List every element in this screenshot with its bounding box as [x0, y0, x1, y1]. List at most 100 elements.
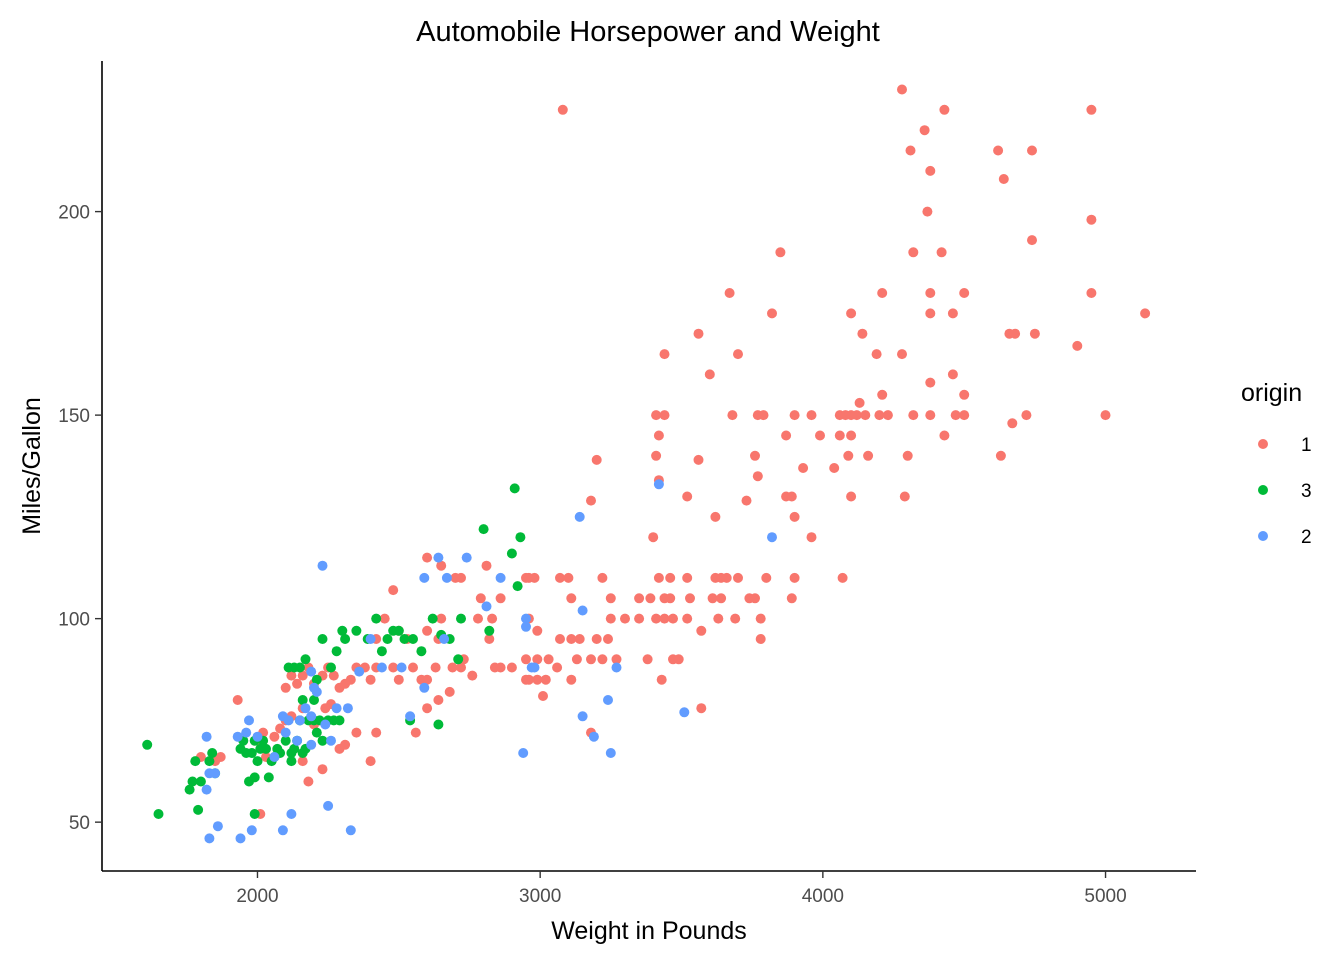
- data-point-origin-2: [679, 707, 690, 718]
- data-point-origin-1: [555, 572, 565, 583]
- data-point-origin-1: [755, 613, 766, 624]
- data-point-origin-1: [871, 349, 882, 360]
- legend-title: origin: [1241, 379, 1302, 407]
- data-point-origin-1: [571, 654, 582, 665]
- data-point-origin-1: [789, 511, 800, 522]
- data-point-origin-1: [532, 674, 543, 685]
- data-point-origin-1: [447, 662, 458, 673]
- data-point-origin-2: [201, 731, 212, 742]
- data-point-origin-1: [436, 613, 447, 624]
- data-point-origin-1: [673, 654, 684, 665]
- data-point-origin-1: [829, 463, 840, 473]
- data-point-origin-2: [495, 572, 506, 583]
- data-point-origin-1: [1010, 328, 1021, 339]
- data-point-origin-1: [656, 674, 667, 685]
- data-point-origin-1: [648, 532, 659, 543]
- data-point-origin-2: [244, 715, 254, 726]
- data-point-origin-1: [750, 593, 760, 604]
- data-point-origin-1: [416, 674, 427, 685]
- data-point-origin-1: [653, 572, 664, 583]
- data-point-origin-1: [495, 662, 506, 673]
- data-point-origin-1: [897, 349, 907, 360]
- data-point-origin-1: [877, 389, 888, 400]
- data-point-origin-2: [405, 711, 416, 722]
- data-point-origin-1: [925, 288, 936, 298]
- data-point-origin-3: [204, 756, 215, 767]
- data-point-origin-1: [456, 662, 466, 673]
- data-point-origin-1: [659, 613, 670, 624]
- data-point-origin-1: [834, 430, 845, 441]
- data-point-origin-3: [300, 654, 311, 665]
- data-point-origin-1: [815, 430, 825, 441]
- data-point-origin-1: [340, 739, 351, 750]
- data-point-origin-3: [184, 784, 195, 795]
- data-point-origin-2: [354, 666, 365, 677]
- data-point-origin-1: [919, 125, 930, 136]
- data-point-origin-1: [693, 454, 704, 465]
- data-point-origin-1: [605, 613, 616, 624]
- data-point-origin-1: [388, 662, 399, 673]
- data-point-origin-3: [515, 532, 526, 543]
- data-point-origin-3: [286, 756, 297, 767]
- data-point-origin-1: [557, 104, 568, 115]
- data-point-origin-3: [433, 719, 444, 730]
- data-point-origin-3: [340, 634, 351, 644]
- data-point-origin-3: [190, 756, 201, 767]
- data-point-origin-3: [142, 739, 153, 750]
- data-point-origin-3: [382, 634, 393, 644]
- data-point-origin-1: [710, 511, 721, 522]
- data-point-origin-1: [532, 625, 543, 636]
- data-point-origin-1: [761, 572, 772, 583]
- x-tick-label: 3000: [519, 886, 561, 907]
- data-point-origin-1: [232, 695, 243, 705]
- data-point-origin-1: [925, 377, 936, 388]
- data-point-origin-1: [959, 410, 970, 421]
- legend-label: 1: [1301, 435, 1312, 456]
- data-point-origin-1: [846, 430, 857, 441]
- data-point-origin-1: [899, 491, 910, 502]
- data-point-origin-2: [306, 739, 317, 750]
- data-point-origin-1: [846, 308, 857, 319]
- data-point-origin-3: [153, 809, 164, 819]
- data-point-origin-1: [755, 634, 766, 644]
- data-point-origin-1: [484, 634, 495, 644]
- data-point-origin-1: [566, 634, 577, 644]
- data-point-origin-3: [427, 613, 438, 624]
- data-point-origin-3: [187, 776, 198, 787]
- data-point-origin-2: [433, 552, 444, 563]
- data-point-origin-1: [905, 145, 916, 156]
- legend: origin 1 3 2: [1241, 379, 1312, 548]
- data-point-origin-3: [280, 735, 291, 746]
- data-point-origin-2: [342, 703, 353, 714]
- data-point-origin-2: [306, 711, 317, 722]
- data-point-origin-2: [300, 703, 311, 714]
- data-point-origin-1: [704, 369, 715, 380]
- data-point-origin-1: [863, 450, 874, 461]
- data-point-origin-2: [521, 613, 531, 624]
- data-point-origin-1: [685, 593, 695, 604]
- data-point-origin-3: [246, 748, 257, 758]
- data-point-origin-1: [713, 613, 724, 624]
- data-point-origin-1: [789, 410, 800, 421]
- data-point-origin-1: [897, 84, 907, 95]
- data-point-origin-1: [495, 593, 506, 604]
- data-point-origin-2: [326, 735, 336, 746]
- data-point-origin-1: [634, 613, 645, 624]
- x-axis-label: Weight in Pounds: [551, 917, 747, 945]
- data-point-origin-1: [693, 328, 704, 339]
- data-point-origin-1: [521, 674, 531, 685]
- data-point-origin-2: [320, 719, 331, 730]
- data-point-origin-1: [555, 634, 565, 644]
- data-point-origin-1: [1100, 410, 1111, 421]
- data-point-origin-1: [521, 572, 531, 583]
- data-point-origin-3: [376, 646, 387, 657]
- data-point-origin-2: [767, 532, 777, 543]
- y-tick-label: 50: [69, 813, 90, 834]
- data-point-origin-1: [993, 145, 1004, 156]
- data-point-origin-1: [696, 703, 707, 714]
- data-point-origin-1: [837, 572, 848, 583]
- data-point-origin-1: [408, 662, 418, 673]
- data-point-origin-3: [294, 662, 305, 673]
- data-point-origin-2: [441, 572, 452, 583]
